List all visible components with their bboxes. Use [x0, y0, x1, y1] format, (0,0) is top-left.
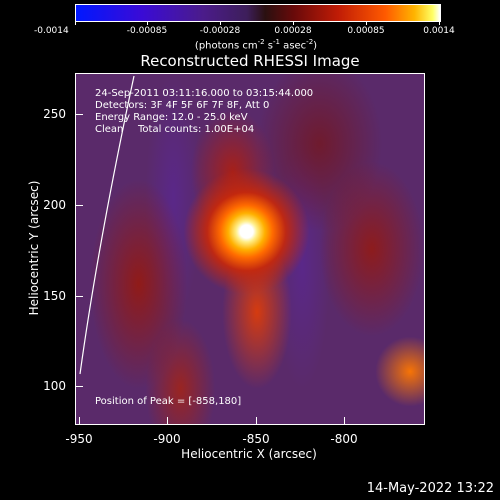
colorbar-tick-mark — [366, 21, 367, 25]
render-timestamp: 14-May-2022 13:22 — [366, 481, 494, 496]
colorbar-tick-mark — [147, 21, 148, 25]
colorbar-units: (photons cm-2 s-1 asec-2) — [194, 38, 318, 52]
y-axis-label: Heliocentric Y (arcsec) — [27, 180, 41, 316]
x-tick-label: -900 — [153, 432, 181, 446]
colorbar-tick-label: -0.00028 — [199, 26, 241, 36]
energy-range: Energy Range: 12.0 - 25.0 keV — [95, 112, 248, 123]
colorbar — [75, 4, 441, 22]
colorbar-tick-label: 0.00028 — [274, 26, 312, 36]
y-tick-mark — [76, 296, 83, 297]
y-tick-mark — [76, 114, 83, 115]
algorithm-label: Clean — [95, 124, 124, 135]
x-tick-mark — [79, 417, 80, 424]
y-tick-label: 100 — [43, 379, 66, 393]
colorbar-tick-label: 0.0014 — [423, 26, 455, 36]
y-tick-label: 150 — [43, 289, 66, 303]
y-tick-mark — [76, 386, 83, 387]
colorbar-tick-label: -0.0014 — [34, 26, 69, 36]
x-tick-label: -850 — [242, 432, 270, 446]
colorbar-tick-label: 0.00085 — [347, 26, 385, 36]
y-tick-mark — [76, 205, 83, 206]
x-tick-mark — [344, 417, 345, 424]
x-tick-label: -800 — [330, 432, 358, 446]
y-tick-label: 200 — [43, 198, 66, 212]
detectors-info: Detectors: 3F 4F 5F 6F 7F 8F, Att 0 — [95, 100, 270, 111]
x-axis-label: Heliocentric X (arcsec) — [181, 447, 317, 461]
x-tick-mark — [167, 417, 168, 424]
colorbar-tick-mark — [75, 21, 76, 25]
colorbar-tick-mark — [220, 21, 221, 25]
x-tick-mark — [256, 417, 257, 424]
peak-position: Position of Peak = [-858,180] — [95, 396, 242, 407]
solar-xray-image: 24-Sep-2011 03:11:16.000 to 03:15:44.000… — [75, 73, 425, 425]
total-counts: Total counts: 1.00E+04 — [138, 124, 255, 135]
image-title: Reconstructed RHESSI Image — [140, 52, 360, 70]
colorbar-tick-label: -0.00085 — [126, 26, 168, 36]
solar-limb-line — [79, 75, 135, 375]
x-tick-label: -950 — [65, 432, 93, 446]
y-tick-label: 250 — [43, 107, 66, 121]
observation-time-range: 24-Sep-2011 03:11:16.000 to 03:15:44.000 — [95, 88, 314, 99]
colorbar-tick-mark — [439, 21, 440, 25]
colorbar-tick-mark — [293, 21, 294, 25]
